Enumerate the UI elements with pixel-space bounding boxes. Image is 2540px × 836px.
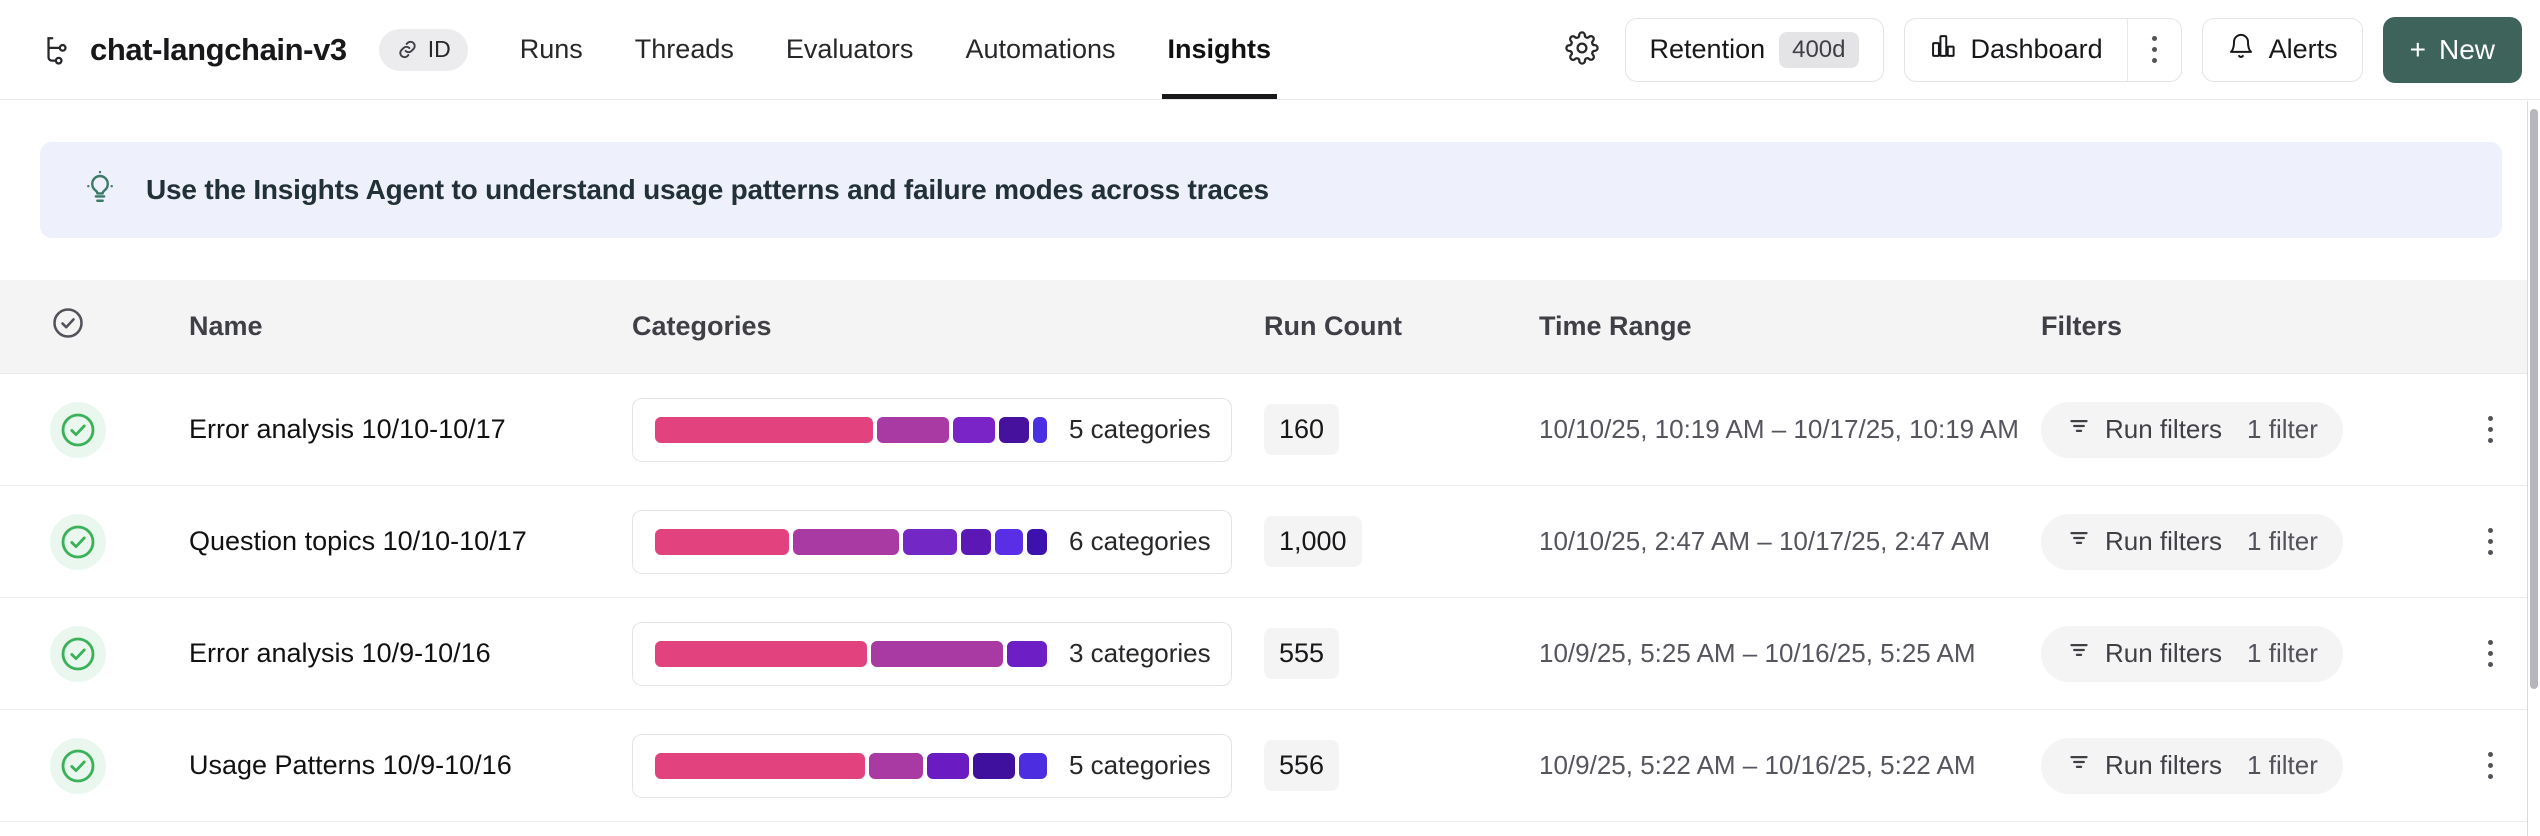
filter-icon (2066, 749, 2092, 782)
filter-icon (2066, 525, 2092, 558)
categories-count-label: 6 categories (1069, 526, 1211, 556)
column-header-name: Name (189, 311, 263, 341)
status-success-icon (50, 513, 106, 570)
run-count-badge: 556 (1264, 740, 1340, 791)
retention-value-badge: 400d (1779, 31, 1859, 68)
id-pill-label: ID (427, 36, 451, 62)
categories-summary: 5 categories (632, 397, 1232, 462)
insight-name: Question topics 10/10-10/17 (189, 526, 527, 556)
row-menu-button[interactable] (2478, 406, 2503, 453)
filter-count-label: 1 filter (2247, 750, 2318, 780)
categories-count-label: 5 categories (1069, 750, 1211, 780)
new-button[interactable]: + New (2382, 16, 2522, 83)
category-distribution-bar (655, 752, 1047, 779)
dashboard-button[interactable]: Dashboard (1905, 19, 2127, 81)
header-actions: Retention 400d Dashboard (1559, 16, 2522, 83)
run-count-badge: 1,000 (1264, 516, 1362, 567)
run-filters-label: Run filters (2105, 526, 2223, 556)
table-row[interactable]: Error analysis 10/9-10/16 3 categories 5… (0, 598, 2540, 710)
vertical-scrollbar[interactable] (2527, 101, 2540, 836)
column-header-run-count: Run Count (1264, 311, 1402, 341)
filter-count-label: 1 filter (2247, 638, 2318, 668)
status-success-icon (50, 737, 106, 794)
time-range-text: 10/9/25, 5:25 AM – 10/16/25, 5:25 AM (1539, 638, 1976, 668)
categories-count-label: 3 categories (1069, 638, 1211, 668)
row-menu-button[interactable] (2478, 742, 2503, 789)
filter-icon (2066, 637, 2092, 670)
page-title: chat-langchain-v3 (90, 31, 347, 67)
insights-agent-banner: Use the Insights Agent to understand usa… (40, 142, 2502, 238)
lightbulb-icon (82, 170, 118, 211)
row-menu-button[interactable] (2478, 630, 2503, 677)
status-success-icon (50, 625, 106, 682)
insight-name: Usage Patterns 10/9-10/16 (189, 750, 512, 780)
filter-count-label: 1 filter (2247, 526, 2318, 556)
tab-runs[interactable]: Runs (519, 34, 583, 64)
tab-automations[interactable]: Automations (965, 34, 1116, 64)
category-distribution-bar (655, 528, 1047, 555)
project-brand: chat-langchain-v3 ID (40, 28, 468, 71)
status-success-icon (50, 401, 106, 458)
dashboard-label: Dashboard (1970, 34, 2103, 64)
category-distribution-bar (655, 416, 1047, 443)
run-filters-chip[interactable]: Run filters 1 filter (2041, 625, 2343, 682)
bell-icon (2227, 32, 2255, 67)
column-header-filters: Filters (2041, 311, 2123, 341)
scrollbar-thumb[interactable] (2530, 109, 2538, 689)
kebab-icon (2487, 416, 2493, 443)
categories-summary: 5 categories (632, 733, 1232, 798)
trace-tree-icon (40, 34, 72, 66)
table-row[interactable]: Usage Patterns 10/9-10/16 5 categories 5… (0, 710, 2540, 822)
time-range-text: 10/9/25, 5:22 AM – 10/16/25, 5:22 AM (1539, 750, 1976, 780)
filter-count-label: 1 filter (2247, 414, 2318, 444)
kebab-icon (2487, 640, 2493, 667)
circle-check-column-icon (50, 305, 86, 348)
bar-chart-icon (1929, 32, 1957, 67)
table-row[interactable]: Question topics 10/10-10/17 6 categories… (0, 486, 2540, 598)
new-button-label: New (2438, 33, 2495, 65)
run-filters-chip[interactable]: Run filters 1 filter (2041, 737, 2343, 794)
link-icon (396, 38, 419, 61)
retention-label: Retention (1649, 34, 1766, 64)
insight-name: Error analysis 10/9-10/16 (189, 638, 491, 668)
kebab-icon (2151, 36, 2157, 63)
dashboard-more-button[interactable] (2126, 18, 2181, 81)
column-header-categories: Categories (632, 311, 772, 341)
copy-id-pill[interactable]: ID (378, 28, 468, 71)
kebab-icon (2487, 528, 2493, 555)
column-header-time-range: Time Range (1539, 311, 1692, 341)
run-filters-chip[interactable]: Run filters 1 filter (2041, 513, 2343, 570)
categories-count-label: 5 categories (1069, 414, 1211, 444)
tab-threads[interactable]: Threads (634, 34, 734, 64)
top-header: chat-langchain-v3 ID Runs Threads Evalua… (0, 0, 2540, 100)
categories-summary: 3 categories (632, 621, 1232, 686)
run-filters-label: Run filters (2105, 750, 2223, 780)
filter-icon (2066, 413, 2092, 446)
settings-button[interactable] (1559, 25, 1605, 74)
dashboard-button-group: Dashboard (1903, 17, 2182, 82)
table-header-row: Name Categories Run Count Time Range Fil… (0, 280, 2540, 374)
run-count-badge: 160 (1264, 404, 1340, 455)
gear-icon (1564, 31, 1599, 68)
category-distribution-bar (655, 640, 1047, 667)
kebab-icon (2487, 752, 2493, 779)
run-filters-label: Run filters (2105, 414, 2223, 444)
tab-insights[interactable]: Insights (1142, 0, 1298, 99)
project-tabs: Runs Threads Evaluators Automations Insi… (494, 0, 1297, 99)
run-filters-label: Run filters (2105, 638, 2223, 668)
row-menu-button[interactable] (2478, 518, 2503, 565)
insight-name: Error analysis 10/10-10/17 (189, 414, 506, 444)
run-filters-chip[interactable]: Run filters 1 filter (2041, 401, 2343, 458)
banner-text: Use the Insights Agent to understand usa… (146, 174, 1269, 205)
table-row[interactable]: Error analysis 10/10-10/17 5 categories … (0, 374, 2540, 486)
plus-icon: + (2409, 33, 2426, 65)
time-range-text: 10/10/25, 10:19 AM – 10/17/25, 10:19 AM (1539, 414, 2019, 444)
tab-evaluators[interactable]: Evaluators (785, 34, 914, 64)
time-range-text: 10/10/25, 2:47 AM – 10/17/25, 2:47 AM (1539, 526, 1991, 556)
run-count-badge: 555 (1264, 628, 1340, 679)
alerts-button[interactable]: Alerts (2201, 17, 2363, 82)
alerts-label: Alerts (2268, 34, 2338, 64)
retention-button[interactable]: Retention 400d (1624, 17, 1884, 82)
categories-summary: 6 categories (632, 509, 1232, 574)
